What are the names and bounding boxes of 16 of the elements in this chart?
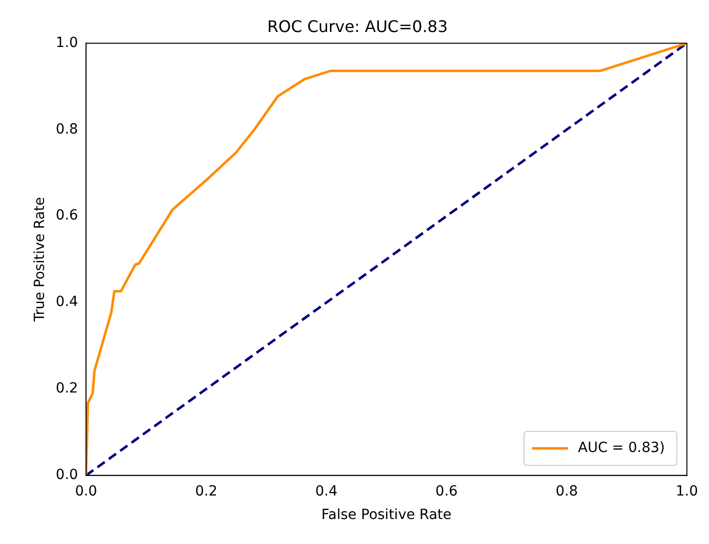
- x-tick-label: 0.6: [435, 483, 458, 500]
- y-tick-label: 0.0: [56, 467, 78, 484]
- y-axis-title: True Positive Rate: [32, 196, 48, 323]
- y-tick-label: 0.8: [56, 121, 78, 138]
- y-tick-label: 0.2: [56, 380, 78, 397]
- y-tick-label: 0.6: [56, 208, 78, 224]
- x-tick-label: 0.0: [74, 483, 98, 500]
- x-tick-label: 0.4: [315, 483, 338, 500]
- x-tick-label: 0.8: [556, 483, 578, 500]
- x-tick-label: 1.0: [676, 483, 698, 500]
- x-tick-label: 0.2: [195, 483, 218, 500]
- chart-title: ROC Curve: AUC=0.83: [267, 16, 448, 36]
- legend-label: AUC = 0.83): [578, 440, 665, 456]
- x-axis-title: False Positive Rate: [321, 507, 452, 524]
- y-tick-label: 0.4: [56, 294, 78, 310]
- y-tick-label: 1.0: [56, 34, 78, 51]
